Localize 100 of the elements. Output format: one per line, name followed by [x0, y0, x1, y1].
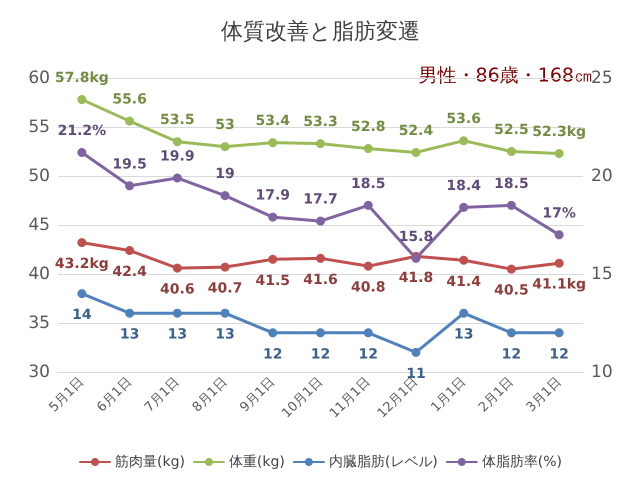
data-label: 52.8 — [350, 119, 386, 136]
legend-label: 体脂肪率(%) — [482, 454, 562, 470]
legend-label: 内臓脂肪(レベル) — [328, 454, 438, 470]
x-tick-label: 11月1日 — [327, 374, 374, 422]
point — [364, 144, 373, 154]
point — [459, 256, 468, 265]
data-label: 41.8 — [398, 270, 434, 286]
x-tick-label: 2月1日 — [476, 374, 517, 416]
y-tick-label: 30 — [28, 362, 50, 382]
data-label: 18.5 — [350, 176, 386, 192]
data-label: 40.8 — [350, 280, 386, 296]
point — [172, 308, 182, 318]
data-label: 13 — [168, 326, 188, 343]
data-label: 52.4 — [398, 122, 434, 139]
y-tick-label: 45 — [28, 215, 50, 235]
data-label: 13 — [454, 326, 474, 343]
data-label: 53.3 — [303, 114, 338, 130]
x-tick-label: 3月1日 — [524, 374, 564, 416]
point — [506, 200, 516, 210]
point — [506, 147, 516, 156]
data-label: 12 — [549, 346, 569, 362]
data-label: 40.6 — [160, 282, 195, 298]
data-label: 43.2kg — [54, 256, 109, 272]
point — [316, 254, 325, 263]
point — [125, 246, 134, 255]
y2-tick-label: 10 — [591, 362, 613, 382]
point — [459, 136, 468, 146]
point — [554, 328, 564, 338]
point — [125, 116, 134, 126]
data-label: 12 — [310, 346, 330, 362]
point — [220, 262, 230, 272]
data-label: 53.6 — [446, 111, 481, 128]
data-label: 12 — [502, 346, 522, 362]
data-label: 13 — [215, 326, 235, 343]
data-label: 41.6 — [303, 272, 338, 288]
point — [77, 238, 86, 248]
data-label: 53.5 — [160, 112, 195, 128]
point — [77, 148, 86, 157]
x-tick-label: 10月1日 — [279, 374, 326, 422]
point — [172, 264, 182, 273]
y2-tick-label: 20 — [591, 166, 613, 186]
data-label: 53.4 — [256, 113, 290, 130]
x-tick-label: 1月1日 — [428, 374, 469, 416]
point — [316, 328, 325, 338]
point — [506, 264, 516, 274]
chart-title: 体質改善と脂肪変遷 — [221, 20, 420, 44]
data-label: 17% — [542, 205, 576, 222]
point — [364, 328, 373, 338]
point — [77, 289, 86, 298]
data-label: 19.9 — [160, 148, 195, 164]
data-label: 12 — [358, 346, 378, 362]
x-tick-label: 6月1日 — [94, 374, 135, 416]
data-label: 12 — [263, 346, 283, 362]
point — [268, 328, 278, 338]
x-tick-label: 8月1日 — [190, 374, 230, 416]
y-tick-label: 35 — [28, 313, 50, 333]
point — [220, 142, 230, 152]
data-label: 53 — [215, 117, 235, 134]
point — [316, 216, 325, 226]
y-tick-label: 40 — [28, 264, 50, 284]
point — [506, 328, 516, 338]
point — [316, 139, 325, 148]
point — [172, 173, 182, 182]
point — [172, 137, 182, 146]
data-label: 52.5 — [494, 122, 529, 138]
point — [459, 202, 468, 212]
point — [364, 262, 373, 271]
data-label: 19.5 — [112, 156, 147, 172]
y2-tick-label: 15 — [591, 264, 613, 284]
point — [554, 148, 564, 158]
data-label: 19 — [215, 166, 235, 182]
y-tick-label: 50 — [28, 166, 50, 186]
data-label: 40.5 — [494, 282, 529, 299]
y-tick-label: 60 — [28, 68, 50, 88]
point — [268, 212, 278, 222]
data-label: 42.4 — [112, 264, 148, 280]
data-label: 41.1kg — [532, 276, 586, 293]
point — [125, 181, 134, 190]
point — [220, 308, 230, 318]
data-label: 21.2% — [58, 122, 106, 139]
point — [268, 254, 278, 264]
y2-tick-label: 25 — [591, 68, 613, 88]
data-label: 17.9 — [256, 188, 290, 204]
point — [125, 308, 134, 318]
data-label: 40.7 — [208, 280, 242, 297]
data-label: 18.4 — [446, 178, 482, 194]
point — [268, 138, 278, 148]
legend-label: 体重(kg) — [228, 454, 285, 470]
legend-label: 筋肉量(kg) — [115, 454, 185, 470]
data-label: 52.3kg — [532, 124, 586, 140]
point — [220, 191, 230, 200]
data-label: 41.4 — [446, 274, 482, 290]
data-label: 41.5 — [256, 272, 290, 289]
data-label: 17.7 — [303, 192, 338, 208]
data-label: 13 — [120, 326, 140, 343]
x-tick-label: 9月1日 — [237, 374, 278, 416]
point — [364, 200, 373, 210]
data-label: 55.6 — [112, 92, 147, 108]
point — [411, 348, 420, 357]
point — [554, 258, 564, 268]
